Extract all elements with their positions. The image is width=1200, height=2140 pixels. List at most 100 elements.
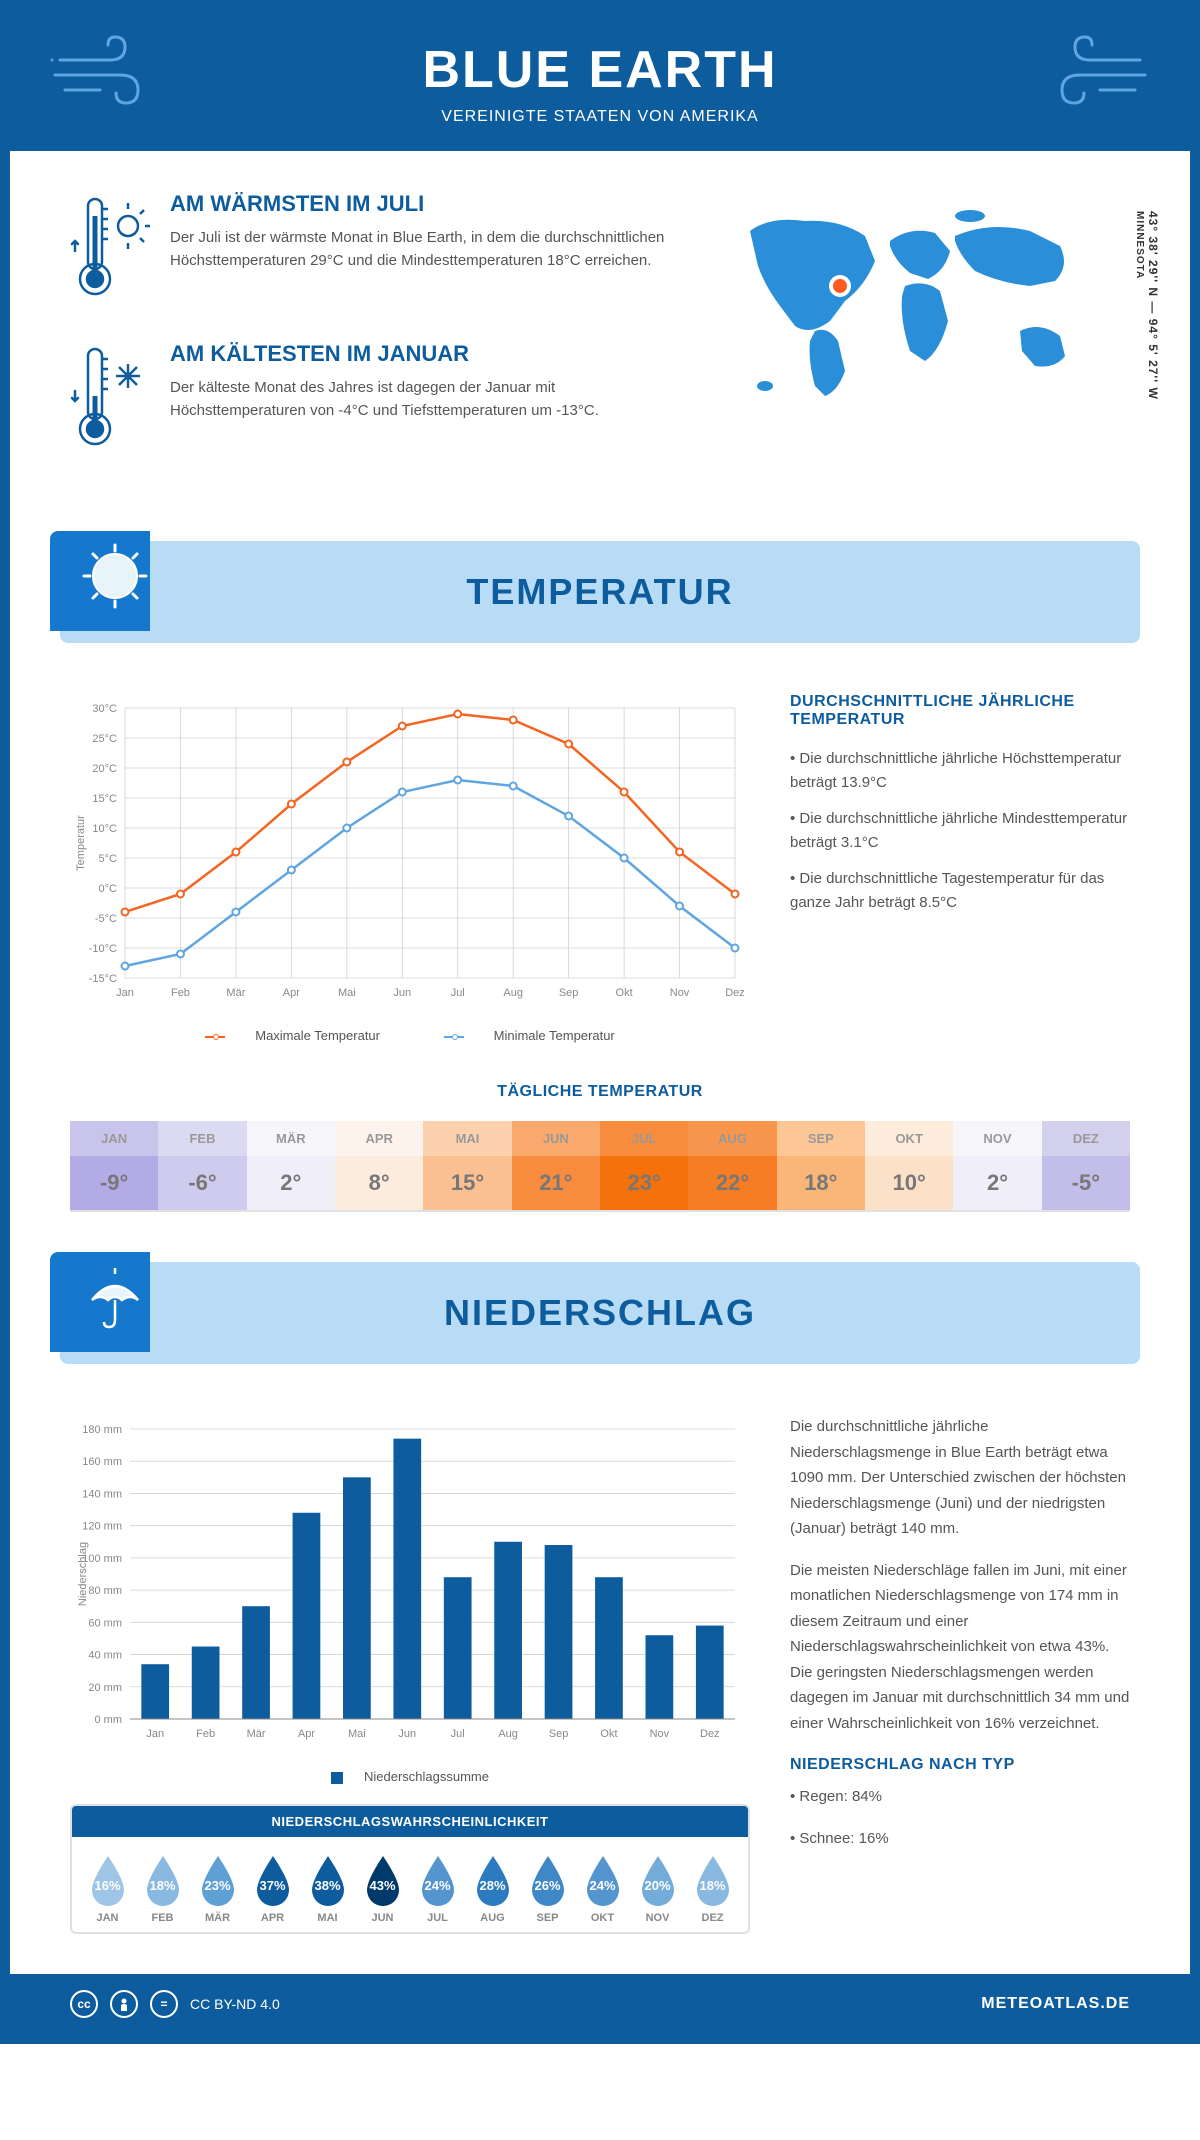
page-subtitle: VEREINIGTE STAATEN VON AMERIKA: [70, 108, 1130, 126]
cc-icon: cc: [70, 1990, 98, 2018]
daily-temp-header-row: JANFEBMÄRAPRMAIJUNJULAUGSEPOKTNOVDEZ: [70, 1121, 1130, 1156]
svg-text:Okt: Okt: [616, 987, 633, 999]
daily-temp-value: 18°: [777, 1156, 865, 1212]
daily-temp-month: APR: [335, 1121, 423, 1156]
svg-text:5°C: 5°C: [99, 853, 118, 865]
daily-temp-value: 8°: [335, 1156, 423, 1212]
daily-temp-value: -9°: [70, 1156, 158, 1212]
temperature-info: DURCHSCHNITTLICHE JÄHRLICHE TEMPERATUR •…: [790, 693, 1130, 1043]
precip-para: Die durchschnittliche jährliche Niedersc…: [790, 1414, 1130, 1542]
temp-bullet: • Die durchschnittliche jährliche Höchst…: [790, 747, 1130, 795]
precipitation-info: Die durchschnittliche jährliche Niedersc…: [790, 1414, 1130, 1954]
temp-bullet: • Die durchschnittliche Tagestemperatur …: [790, 867, 1130, 915]
header: BLUE EARTH VEREINIGTE STAATEN VON AMERIK…: [10, 10, 1190, 151]
svg-text:25°C: 25°C: [92, 733, 117, 745]
svg-text:60 mm: 60 mm: [88, 1617, 122, 1629]
page-title: BLUE EARTH: [70, 40, 1130, 100]
daily-temp-value: 10°: [865, 1156, 953, 1212]
precip-prob-title: NIEDERSCHLAGSWAHRSCHEINLICHKEIT: [72, 1806, 748, 1837]
svg-text:Jul: Jul: [451, 987, 465, 999]
nd-icon: =: [150, 1990, 178, 2018]
svg-text:Jun: Jun: [398, 1728, 416, 1740]
svg-text:Mär: Mär: [226, 987, 245, 999]
daily-temp-month: AUG: [688, 1121, 776, 1156]
coordinates-text: 43° 38' 29'' N — 94° 5' 27'' W MINNESOTA: [1132, 211, 1160, 400]
intro-features: AM WÄRMSTEN IM JULI Der Juli ist der wär…: [70, 191, 670, 491]
svg-text:40 mm: 40 mm: [88, 1650, 122, 1662]
svg-text:140 mm: 140 mm: [82, 1488, 122, 1500]
wind-icon: [1040, 35, 1150, 120]
precip-prob-drop: 18%FEB: [137, 1852, 188, 1924]
daily-temp-value: 21°: [512, 1156, 600, 1212]
temp-info-title: DURCHSCHNITTLICHE JÄHRLICHE TEMPERATUR: [790, 693, 1130, 729]
svg-text:Mai: Mai: [338, 987, 356, 999]
precip-para: Die meisten Niederschläge fallen im Juni…: [790, 1558, 1130, 1737]
svg-text:Jul: Jul: [451, 1728, 465, 1740]
daily-temp-month: JUN: [512, 1121, 600, 1156]
precip-chart-legend: Niederschlagssumme: [70, 1769, 750, 1784]
thermometer-snow-icon: [70, 341, 150, 456]
daily-temp-month: SEP: [777, 1121, 865, 1156]
feature-warmest: AM WÄRMSTEN IM JULI Der Juli ist der wär…: [70, 191, 670, 306]
daily-temp-month: MÄR: [247, 1121, 335, 1156]
precip-prob-drop: 18%DEZ: [687, 1852, 738, 1924]
precipitation-title: NIEDERSCHLAG: [100, 1292, 1100, 1334]
precip-prob-drop: 24%JUL: [412, 1852, 463, 1924]
footer-site: METEOATLAS.DE: [981, 1995, 1130, 2013]
svg-text:Aug: Aug: [503, 987, 523, 999]
svg-text:-5°C: -5°C: [95, 913, 117, 925]
feature-cold-body: Der kälteste Monat des Jahres ist dagege…: [170, 377, 670, 422]
by-icon: [110, 1990, 138, 2018]
precip-type-bullet: • Regen: 84%: [790, 1784, 1130, 1810]
svg-text:Feb: Feb: [171, 987, 190, 999]
temperature-title: TEMPERATUR: [100, 571, 1100, 613]
svg-text:Dez: Dez: [725, 987, 745, 999]
svg-text:Temperatur: Temperatur: [75, 815, 87, 871]
precip-type-title: NIEDERSCHLAG NACH TYP: [790, 1756, 1130, 1774]
svg-text:20°C: 20°C: [92, 763, 117, 775]
svg-text:Mär: Mär: [247, 1728, 266, 1740]
precip-probability-strip: NIEDERSCHLAGSWAHRSCHEINLICHKEIT 16%JAN18…: [70, 1804, 750, 1934]
daily-temp-month: FEB: [158, 1121, 246, 1156]
feature-cold-title: AM KÄLTESTEN IM JANUAR: [170, 341, 670, 367]
wind-icon: [50, 35, 160, 120]
svg-text:0 mm: 0 mm: [95, 1714, 123, 1726]
footer: cc = CC BY-ND 4.0 METEOATLAS.DE: [10, 1974, 1190, 2034]
temperature-section: -15°C-10°C-5°C0°C5°C10°C15°C20°C25°C30°C…: [10, 663, 1190, 1073]
svg-text:15°C: 15°C: [92, 793, 117, 805]
svg-text:Jan: Jan: [116, 987, 134, 999]
temperature-chart: -15°C-10°C-5°C0°C5°C10°C15°C20°C25°C30°C…: [70, 693, 750, 1043]
precip-prob-drop: 38%MAI: [302, 1852, 353, 1924]
daily-temp-value: 23°: [600, 1156, 688, 1212]
daily-temp-value: -5°: [1042, 1156, 1130, 1212]
precip-prob-drop: 43%JUN: [357, 1852, 408, 1924]
temp-bullet: • Die durchschnittliche jährliche Mindes…: [790, 807, 1130, 855]
precip-prob-drop: 28%AUG: [467, 1852, 518, 1924]
svg-text:Sep: Sep: [549, 1728, 569, 1740]
location-marker-icon: [831, 277, 849, 295]
svg-text:Niederschlag: Niederschlag: [77, 1542, 89, 1606]
svg-text:Dez: Dez: [700, 1728, 720, 1740]
svg-text:Apr: Apr: [283, 987, 300, 999]
daily-temp-value: 2°: [953, 1156, 1041, 1212]
svg-text:30°C: 30°C: [92, 703, 117, 715]
svg-text:Okt: Okt: [600, 1728, 617, 1740]
precipitation-band: NIEDERSCHLAG: [60, 1262, 1140, 1364]
daily-temp-month: MAI: [423, 1121, 511, 1156]
svg-text:Nov: Nov: [670, 987, 690, 999]
daily-temp-value: 2°: [247, 1156, 335, 1212]
daily-temp-month: DEZ: [1042, 1121, 1130, 1156]
svg-text:Jun: Jun: [393, 987, 411, 999]
daily-temp-value: 22°: [688, 1156, 776, 1212]
daily-temp-value: -6°: [158, 1156, 246, 1212]
daily-temperature: TÄGLICHE TEMPERATUR JANFEBMÄRAPRMAIJUNJU…: [10, 1073, 1190, 1242]
svg-text:Sep: Sep: [559, 987, 579, 999]
sun-band-icon: [50, 531, 150, 631]
svg-text:Jan: Jan: [146, 1728, 164, 1740]
svg-text:-10°C: -10°C: [89, 943, 117, 955]
feature-warm-body: Der Juli ist der wärmste Monat in Blue E…: [170, 227, 670, 272]
svg-text:Feb: Feb: [196, 1728, 215, 1740]
svg-text:20 mm: 20 mm: [88, 1682, 122, 1694]
precip-prob-drop: 37%APR: [247, 1852, 298, 1924]
intro-section: AM WÄRMSTEN IM JULI Der Juli ist der wär…: [10, 151, 1190, 521]
